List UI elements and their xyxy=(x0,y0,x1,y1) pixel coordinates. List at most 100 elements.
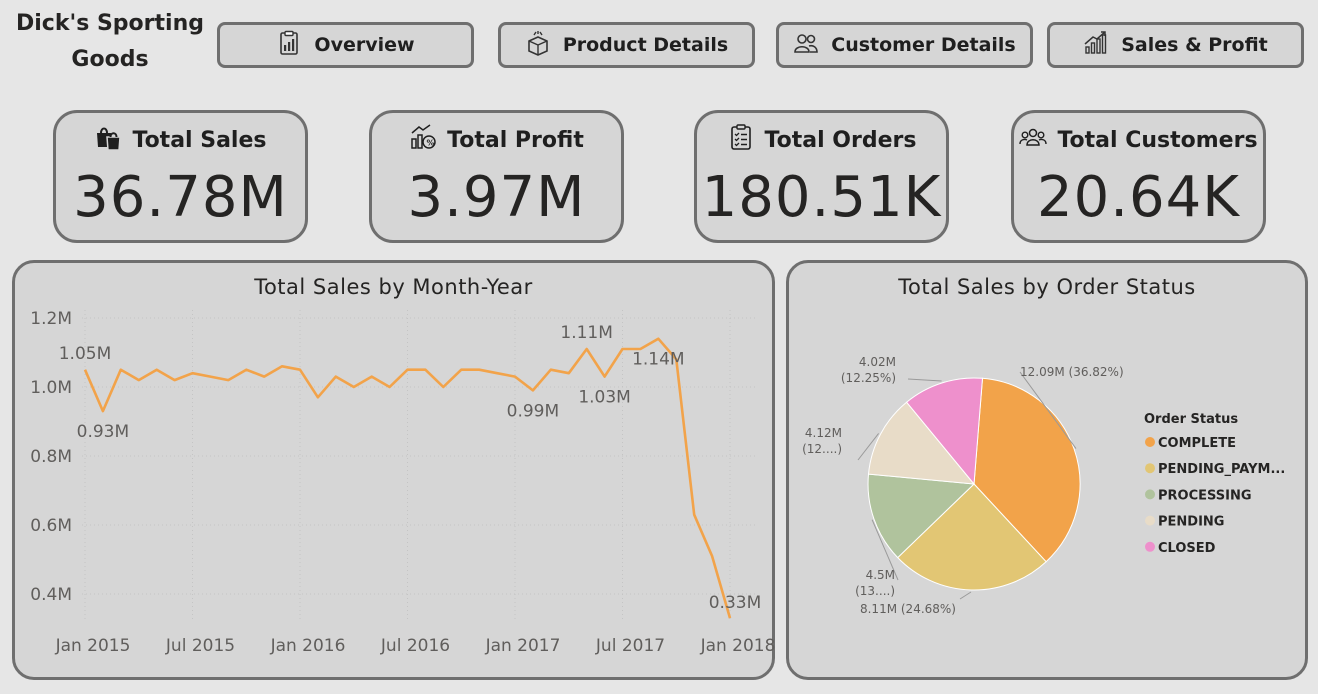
pie-slice-processing[interactable] xyxy=(867,473,976,559)
line-chart-panel: Total Sales by Month-Year xyxy=(12,260,775,680)
line-point[interactable] xyxy=(100,408,106,414)
line-point[interactable] xyxy=(190,370,196,376)
slice-label: 4.12M xyxy=(805,426,842,440)
line-point[interactable] xyxy=(118,367,124,373)
nav-overview-button[interactable]: Overview xyxy=(217,22,474,68)
line-point[interactable] xyxy=(82,367,88,373)
line-point[interactable] xyxy=(620,346,626,352)
nav-overview-label: Overview xyxy=(314,34,415,56)
group-icon xyxy=(1019,123,1048,157)
line-point[interactable] xyxy=(440,384,446,390)
line-point[interactable] xyxy=(351,384,357,390)
kpi-total-sales: Total Sales 36.78M xyxy=(53,110,308,243)
shopping-bags-icon xyxy=(94,123,122,157)
bar-growth-icon xyxy=(1083,30,1109,61)
brand-title: Dick's Sporting Goods xyxy=(16,11,204,72)
sales-line xyxy=(83,337,732,619)
line-point[interactable] xyxy=(315,394,321,400)
y-tick-label: 0.4M xyxy=(30,585,72,605)
line-chart: 1.2M 1.0M 0.8M 0.6M 0.4M Jan 2015 Jul 2015 Jan … xyxy=(30,309,775,656)
slice-label: 12.09M (36.82%) xyxy=(1020,365,1124,379)
line-point[interactable] xyxy=(691,512,697,518)
line-point[interactable] xyxy=(727,615,733,621)
legend-marker xyxy=(1145,515,1155,526)
line-point[interactable] xyxy=(584,346,590,352)
x-tick-label: Jul 2016 xyxy=(380,636,450,656)
data-label: 1.05M xyxy=(59,344,112,364)
box-icon xyxy=(525,30,551,61)
x-tick-label: Jul 2017 xyxy=(595,636,665,656)
slice-label: (13....) xyxy=(855,584,895,598)
pie-slice-closed[interactable] xyxy=(905,377,984,486)
line-point[interactable] xyxy=(512,374,518,380)
line-point[interactable] xyxy=(387,384,393,390)
line-point[interactable] xyxy=(225,377,231,383)
kpi-total-orders-label: Total Orders xyxy=(764,127,917,153)
leader-line xyxy=(907,378,942,382)
kpi-total-orders: Total Orders 180.51K xyxy=(694,110,949,243)
line-point[interactable] xyxy=(655,336,661,342)
line-point[interactable] xyxy=(279,363,285,369)
line-point[interactable] xyxy=(369,374,375,380)
svg-text:%: % xyxy=(427,139,435,148)
line-point[interactable] xyxy=(548,367,554,373)
pie-slice-complete[interactable] xyxy=(973,377,1081,563)
line-point[interactable] xyxy=(172,377,178,383)
nav-product-details-label: Product Details xyxy=(562,34,729,56)
kpi-total-orders-value: 180.51K xyxy=(701,165,942,230)
nav-customer-details-label: Customer Details xyxy=(831,34,1016,56)
x-tick-label: Jan 2018 xyxy=(700,636,775,656)
clipboard-icon xyxy=(727,123,755,157)
leader-line xyxy=(1019,371,1077,449)
line-point[interactable] xyxy=(494,370,500,376)
line-point[interactable] xyxy=(136,377,142,383)
people-icon xyxy=(793,30,819,61)
slice-label: 8.11M (24.68%) xyxy=(860,602,956,616)
nav-customer-details-button[interactable]: Customer Details xyxy=(776,22,1033,68)
legend-item[interactable]: CLOSED xyxy=(1158,541,1216,556)
nav-sales-profit-button[interactable]: Sales & Profit xyxy=(1047,22,1304,68)
kpi-total-sales-label: Total Sales xyxy=(132,127,267,153)
line-chart-title: Total Sales by Month-Year xyxy=(254,275,533,299)
y-tick-label: 0.8M xyxy=(30,447,72,467)
line-point[interactable] xyxy=(458,367,464,373)
x-tick-label: Jan 2016 xyxy=(270,636,346,656)
nav-product-details-button[interactable]: Product Details xyxy=(498,22,755,68)
legend-item[interactable]: PENDING_PAYM... xyxy=(1158,462,1285,477)
slice-label: (12....) xyxy=(802,442,842,456)
money-growth-icon: % xyxy=(409,123,437,157)
line-point[interactable] xyxy=(207,374,213,380)
line-point[interactable] xyxy=(243,367,249,373)
legend-item[interactable]: PROCESSING xyxy=(1158,488,1252,503)
pie-slice-pending[interactable] xyxy=(867,401,976,485)
line-point[interactable] xyxy=(709,553,715,559)
data-label: 0.33M xyxy=(709,593,762,613)
pie-chart: 12.09M (36.82%) 8.11M (24.68%) 4.5M (13....… xyxy=(802,355,1285,616)
kpi-total-customers-value: 20.64K xyxy=(1036,165,1241,230)
line-point[interactable] xyxy=(566,370,572,376)
data-label: 1.11M xyxy=(560,323,613,343)
kpi-total-sales-value: 36.78M xyxy=(73,165,288,230)
line-point[interactable] xyxy=(297,367,303,373)
slice-label: (12.25%) xyxy=(841,371,896,385)
x-tick-label: Jan 2015 xyxy=(55,636,131,656)
legend-item[interactable]: PENDING xyxy=(1158,515,1224,530)
line-point[interactable] xyxy=(530,387,536,393)
data-label: 0.99M xyxy=(507,401,560,421)
line-point[interactable] xyxy=(333,374,339,380)
line-point[interactable] xyxy=(422,367,428,373)
pie-slice-pending-payment[interactable] xyxy=(896,483,1047,591)
leader-line xyxy=(959,591,972,600)
line-point[interactable] xyxy=(405,367,411,373)
y-tick-label: 1.2M xyxy=(30,309,72,329)
line-point[interactable] xyxy=(602,374,608,380)
slice-label: 4.5M xyxy=(866,568,895,582)
legend-title: Order Status xyxy=(1144,412,1238,427)
line-point[interactable] xyxy=(476,367,482,373)
line-point[interactable] xyxy=(261,374,267,380)
data-label: 1.14M xyxy=(632,350,685,370)
line-point[interactable] xyxy=(154,367,160,373)
kpi-total-profit-label: Total Profit xyxy=(447,127,584,153)
kpi-total-customers-label: Total Customers xyxy=(1057,127,1258,153)
legend-item[interactable]: COMPLETE xyxy=(1158,436,1236,451)
